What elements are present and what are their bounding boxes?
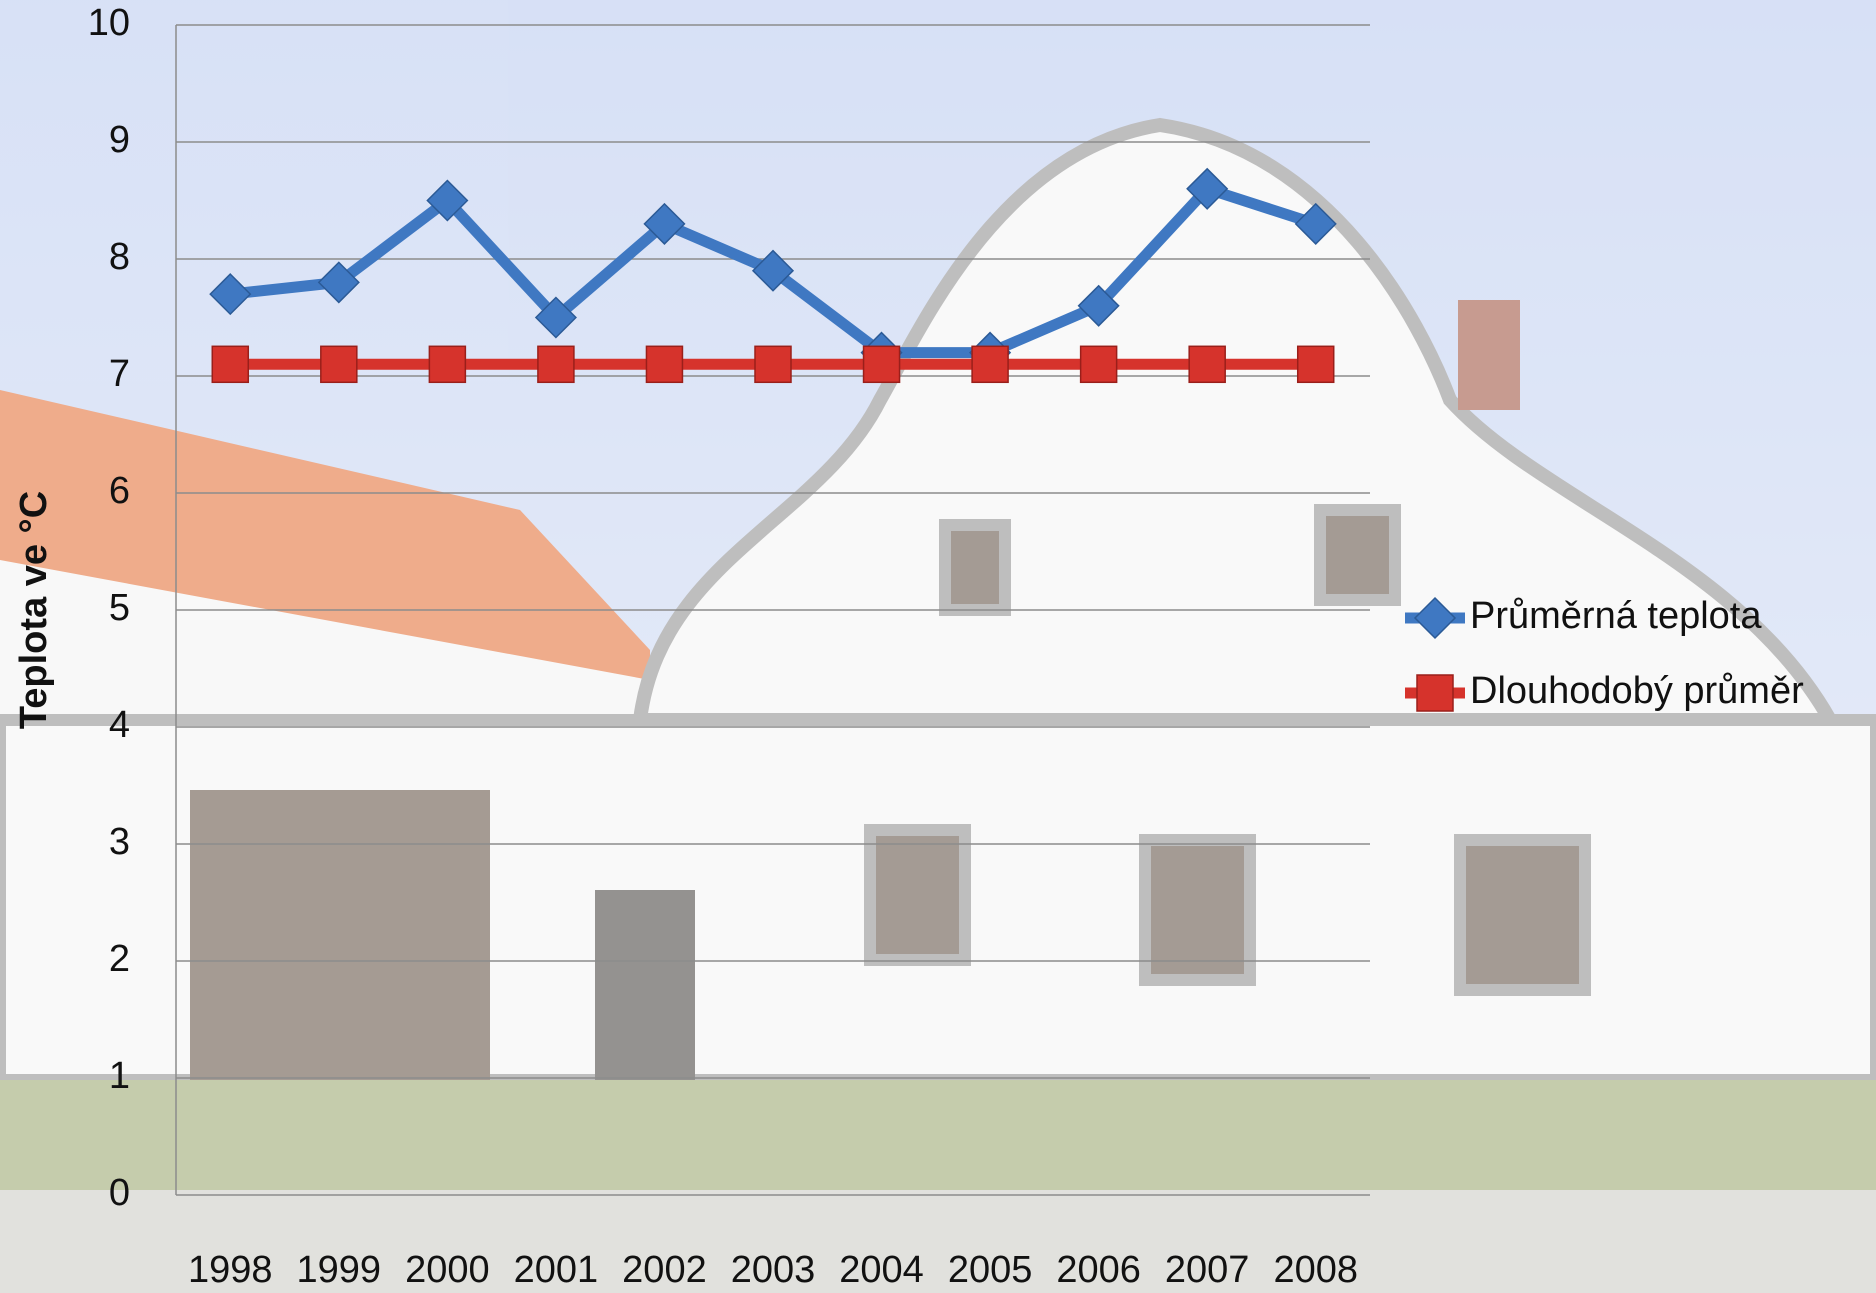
x-tick-label: 2006: [1056, 1249, 1141, 1291]
point: [1081, 346, 1117, 382]
y-tick-label: 2: [109, 938, 130, 980]
x-tick-label: 2002: [622, 1249, 707, 1291]
y-tick-label: 3: [109, 821, 130, 863]
y-axis-label: Teplota ve °C: [13, 491, 55, 729]
y-tick-label: 5: [109, 587, 130, 629]
point: [212, 346, 248, 382]
y-tick-label: 10: [88, 2, 130, 44]
y-tick-label: 1: [109, 1055, 130, 1097]
x-tick-label: 2004: [839, 1249, 924, 1291]
x-tick-label: 2008: [1273, 1249, 1358, 1291]
x-tick-label: 2005: [948, 1249, 1033, 1291]
point: [1298, 346, 1334, 382]
point: [1189, 346, 1225, 382]
x-tick-label: 2001: [514, 1249, 599, 1291]
point: [972, 346, 1008, 382]
y-tick-label: 0: [109, 1172, 130, 1214]
legend-label: Průměrná teplota: [1470, 595, 1762, 637]
background-photo: [0, 0, 1876, 1293]
point: [429, 346, 465, 382]
y-tick-label: 9: [109, 119, 130, 161]
y-tick-label: 8: [109, 236, 130, 278]
point: [1417, 675, 1453, 711]
y-tick-label: 4: [109, 704, 130, 746]
x-tick-label: 2000: [405, 1249, 490, 1291]
x-tick-label: 1999: [297, 1249, 382, 1291]
y-tick-label: 6: [109, 470, 130, 512]
point: [321, 346, 357, 382]
point: [755, 346, 791, 382]
x-tick-label: 2003: [731, 1249, 816, 1291]
chart: Teplota ve °C 0 1 2 3 4 5 6 7 8 9 10 1998 1999 2000 20…: [0, 0, 1876, 1293]
legend-label: Dlouhodobý průměr: [1470, 670, 1804, 712]
x-tick-label: 2007: [1165, 1249, 1250, 1291]
x-tick-label: 1998: [188, 1249, 273, 1291]
y-tick-label: 7: [109, 353, 130, 395]
point: [646, 346, 682, 382]
point: [864, 346, 900, 382]
point: [538, 346, 574, 382]
